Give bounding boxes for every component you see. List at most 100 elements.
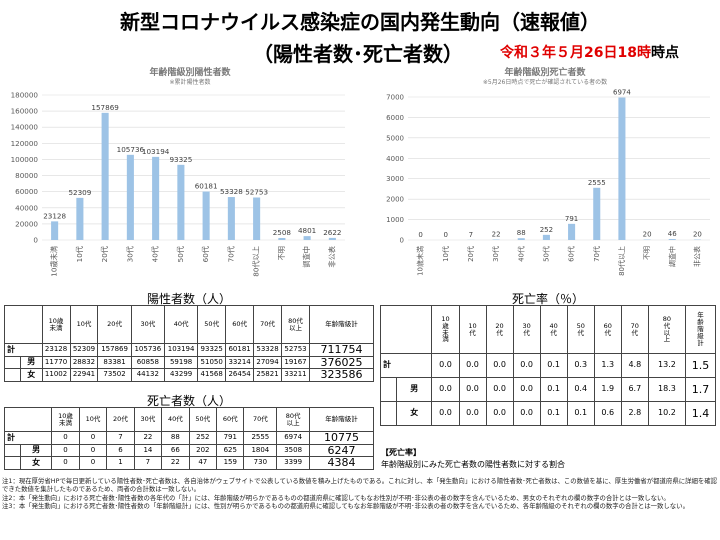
x-tick-label: 不明 — [277, 246, 286, 260]
table-cell: 0.1 — [539, 353, 568, 378]
table-cell: 52309 — [69, 343, 99, 357]
row-spacer: 計 — [3, 431, 52, 445]
table-cell: 1.3 — [593, 353, 622, 378]
table-row: 計 0.0 0.0 0.0 0.0 0.1 0.3 1.3 4.8 13.2 1.5 — [379, 353, 716, 378]
data-label: 23128 — [43, 211, 66, 220]
x-tick-label: 調査中 — [302, 246, 311, 268]
table-cell: 11002 — [41, 368, 71, 382]
column-header: 10 代 — [458, 305, 487, 354]
x-tick-label: 60代 — [567, 246, 576, 262]
footnote-1: 注1：現在厚労省HPで毎日更新している陽性者数･死亡者数は、各自治体がウェブサイ… — [2, 477, 718, 494]
column-header: 年 齢 階 級 計 — [685, 305, 716, 354]
table-cell: 0 — [51, 443, 80, 458]
bar — [328, 237, 336, 240]
data-label: 60181 — [195, 182, 218, 191]
total-cell: 1.7 — [685, 377, 716, 402]
table-cell: 0.0 — [431, 401, 460, 426]
row-label: 女 — [20, 368, 43, 382]
table-cell: 4.8 — [620, 353, 649, 378]
table-cell: 0 — [51, 431, 80, 445]
rate-note-text: 年齢階級別にみた死亡者数の陽性者数に対する割合 — [381, 460, 565, 469]
column-header: 40 代 — [539, 305, 568, 354]
total-cell: 376025 — [309, 355, 374, 370]
rate-table: 10 歳 未 満 10 代 20 代 30 代 40 代 50 代 60 代 70 代 80 代… — [379, 305, 716, 426]
table-cell: 3508 — [276, 443, 310, 458]
column-header: 60代 — [225, 305, 255, 344]
death-chart: 0 1000 2000 3000 4000 5000 6000 7000 0 10歳未満 0 10代 7… — [386, 89, 710, 276]
table-cell: 18.3 — [647, 377, 687, 402]
table-cell: 2.8 — [620, 401, 649, 426]
table-row: 女 11002 22941 73502 44132 43299 41568 26454 2582… — [4, 368, 374, 382]
table-cell: 791 — [216, 431, 245, 445]
table-cell: 19167 — [281, 355, 310, 370]
table-row: 計 0 0 7 22 88 252 791 2555 6974 10775 — [3, 431, 374, 445]
row-label: 女 — [19, 456, 53, 470]
column-header: 20 代 — [485, 305, 514, 354]
row-spacer: 計 — [379, 353, 432, 378]
bar — [101, 112, 109, 240]
table-cell: 0.0 — [512, 353, 541, 378]
row-label: 男 — [20, 355, 43, 370]
data-label: 2555 — [588, 179, 606, 187]
table-cell: 43299 — [163, 368, 199, 382]
y-tick-label: 60000 — [15, 187, 38, 196]
positive-chart: 0 20000 40000 60000 80000 100000 120000 140000 1… — [11, 91, 345, 277]
x-tick-label: 70代 — [592, 246, 601, 262]
row-label: 男 — [19, 443, 53, 458]
x-tick-label: 20代 — [100, 246, 109, 262]
y-tick-label: 5000 — [386, 134, 404, 142]
table-row: 男 0.0 0.0 0.0 0.0 0.1 0.4 1.9 6.7 18.3 1.7 — [380, 377, 716, 402]
data-label: 791 — [565, 215, 578, 223]
table-cell: 13.2 — [647, 353, 687, 378]
table-cell: 66 — [161, 443, 190, 458]
header-row: 10歳 未満 10代 20代 30代 40代 50代 60代 70代 80代 以上 年齢階級計 — [4, 305, 374, 344]
table-cell: 33214 — [225, 355, 255, 370]
x-tick-label: 不明 — [643, 246, 651, 260]
table-cell: 3399 — [276, 456, 310, 470]
table-row: 男 0 0 6 14 66 202 625 1804 3508 6247 — [4, 443, 374, 458]
table-cell: 22941 — [69, 368, 99, 382]
column-header: 80 代 以 上 — [647, 305, 687, 354]
table-cell: 25821 — [253, 368, 282, 382]
table-cell: 73502 — [97, 368, 132, 382]
data-label: 52309 — [68, 188, 91, 197]
table-cell: 59198 — [163, 355, 199, 370]
table-row: 女 0.0 0.0 0.0 0.0 0.1 0.1 0.6 2.8 10.2 1.4 — [380, 401, 716, 426]
row-spacer — [380, 401, 397, 426]
data-label: 103194 — [142, 147, 170, 156]
bar — [76, 197, 84, 240]
x-tick-label: 30代 — [491, 246, 500, 262]
y-tick-label: 100000 — [11, 155, 39, 164]
table-cell: 88 — [161, 431, 190, 445]
table-cell: 11770 — [41, 355, 71, 370]
table-row: 計 23128 52309 157869 105736 103194 93325 60181 5… — [4, 343, 374, 357]
table-cell: 83381 — [97, 355, 132, 370]
table-cell: 0.0 — [431, 353, 460, 378]
table-cell: 1.9 — [593, 377, 622, 402]
bar — [517, 238, 525, 240]
x-tick-label: 10代 — [75, 246, 84, 262]
table-cell: 103194 — [163, 343, 199, 357]
column-header: 70 代 — [620, 305, 649, 354]
table-cell: 51050 — [197, 355, 227, 370]
table-cell: 0.6 — [593, 401, 622, 426]
report-date: 令和３年５月26日18時時点 — [500, 42, 679, 62]
row-spacer — [4, 456, 21, 470]
table-cell: 52753 — [281, 343, 310, 357]
column-header: 年齢階級計 — [309, 305, 374, 344]
death-table-title: 死亡者数（人） — [146, 394, 231, 408]
column-header: 10 歳 未 満 — [431, 305, 460, 354]
header-row: 10 歳 未 満 10 代 20 代 30 代 40 代 50 代 60 代 70 代 80 代… — [379, 305, 716, 354]
bar — [177, 164, 185, 240]
y-tick-label: 6000 — [386, 114, 404, 122]
total-cell: 711754 — [309, 343, 374, 357]
header-row: 10歳 未満 10代 20代 30代 40代 50代 60代 70代 80代 以上 年齢階級計 — [3, 407, 374, 432]
total-cell: 1.4 — [685, 401, 716, 426]
table-cell: 0 — [51, 456, 80, 470]
y-tick-label: 0 — [400, 237, 404, 245]
footnotes: 注1：現在厚労省HPで毎日更新している陽性者数･死亡者数は、各自治体がウェブサイ… — [2, 477, 718, 510]
table-cell: 202 — [188, 443, 218, 458]
column-header: 60代 — [216, 407, 245, 432]
data-label: 2622 — [323, 228, 341, 237]
bar — [668, 239, 676, 240]
